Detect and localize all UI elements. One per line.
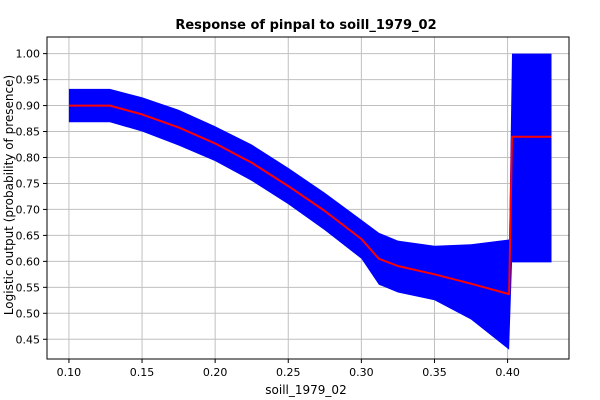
y-tick-label: 0.80 — [16, 151, 41, 164]
grid — [47, 37, 569, 359]
mean-response-line — [68, 104, 552, 296]
x-tick-label: 0.40 — [495, 366, 520, 379]
x-tick-label: 0.25 — [276, 366, 301, 379]
y-tick-label: 0.65 — [16, 229, 41, 242]
y-axis-label: Logistic output (probability of presence… — [2, 75, 16, 315]
x-tick-label: 0.20 — [203, 366, 228, 379]
plot-frame — [46, 36, 570, 360]
y-tick-label: 0.60 — [16, 255, 41, 268]
chart-title: Response of pinpal to soill_1979_02 — [175, 18, 436, 33]
y-tick-label: 0.55 — [16, 281, 41, 294]
x-tick-label: 0.35 — [422, 366, 447, 379]
y-axis-ticks: 0.45 0.50 0.55 0.60 0.65 0.70 0.75 0.80 0.85 0.90… — [16, 48, 47, 346]
y-tick-label: 0.90 — [16, 100, 41, 113]
x-axis-label: soill_1979_02 — [265, 383, 346, 397]
y-tick-label: 0.45 — [16, 333, 41, 346]
y-tick-label: 0.70 — [16, 203, 41, 216]
y-tick-label: 0.95 — [16, 74, 41, 87]
x-tick-label: 0.15 — [130, 366, 155, 379]
y-tick-label: 0.50 — [16, 307, 41, 320]
x-axis-ticks: 0.10 0.15 0.20 0.25 0.30 0.35 0.40 — [57, 359, 520, 379]
y-tick-label: 1.00 — [16, 48, 41, 61]
mean-line — [68, 104, 552, 296]
x-tick-label: 0.10 — [57, 366, 82, 379]
x-tick-label: 0.30 — [349, 366, 374, 379]
y-tick-label: 0.75 — [16, 177, 41, 190]
y-tick-label: 0.85 — [16, 126, 41, 139]
